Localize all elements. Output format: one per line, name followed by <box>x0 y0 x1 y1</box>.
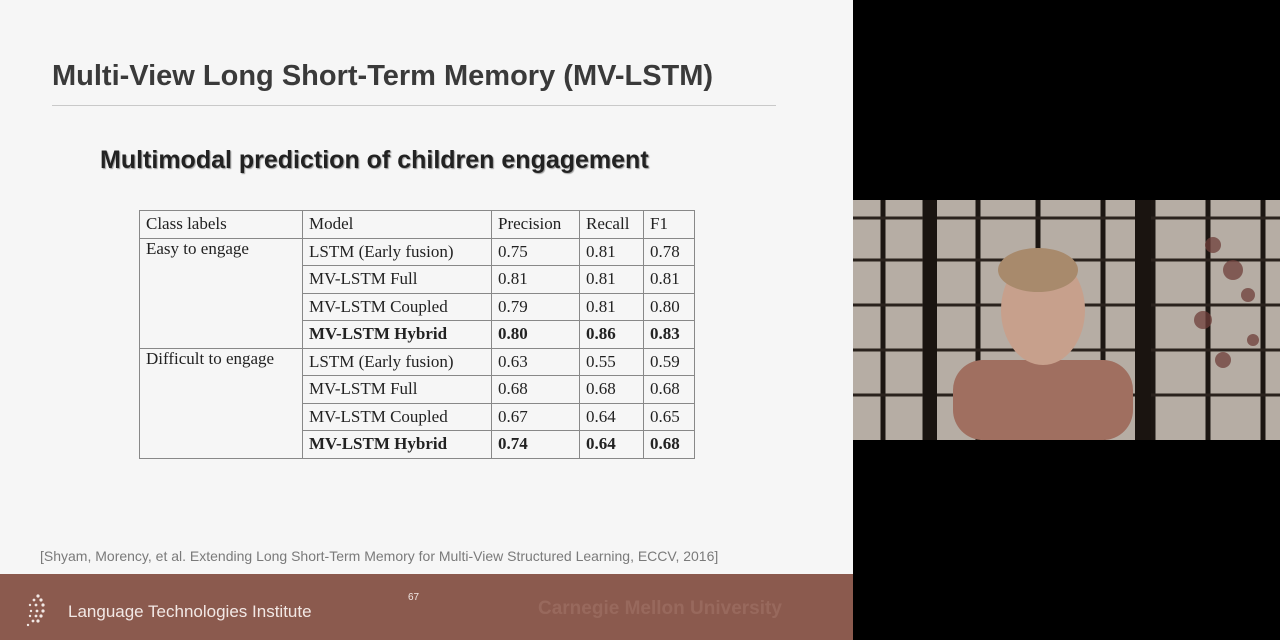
presentation-slide: Multi-View Long Short-Term Memory (MV-LS… <box>0 0 853 640</box>
recall-cell: 0.68 <box>579 375 644 404</box>
precision-cell: 0.68 <box>491 375 580 404</box>
webcam-frame <box>853 200 1280 440</box>
model-cell: MV-LSTM Hybrid <box>302 320 492 349</box>
recall-cell: 0.81 <box>579 292 644 321</box>
header-precision: Precision <box>491 210 580 239</box>
class-label-cell: Difficult to engage <box>139 347 303 376</box>
precision-cell: 0.74 <box>491 430 580 459</box>
header-class-labels: Class labels <box>139 210 303 239</box>
page-number: 67 <box>408 592 420 603</box>
webcam-video <box>853 200 1280 440</box>
f1-cell: 0.81 <box>643 265 695 294</box>
class-label-cell <box>139 265 303 293</box>
model-cell: MV-LSTM Coupled <box>302 402 492 431</box>
precision-cell: 0.75 <box>491 237 580 266</box>
table-row: MV-LSTM Hybrid 0.80 0.86 0.83 <box>139 320 695 349</box>
title-divider <box>52 105 776 106</box>
recall-cell: 0.86 <box>579 320 644 349</box>
f1-cell: 0.68 <box>643 375 695 404</box>
f1-cell: 0.65 <box>643 402 695 431</box>
f1-cell: 0.68 <box>643 430 695 459</box>
university-wordmark: Carnegie Mellon University <box>538 598 782 619</box>
f1-cell: 0.59 <box>643 347 695 376</box>
lti-logo-icon <box>26 594 45 627</box>
table-row: Difficult to engage LSTM (Early fusion) … <box>139 347 695 376</box>
citation: [Shyam, Morency, et al. Extending Long S… <box>40 548 719 564</box>
f1-cell: 0.83 <box>643 320 695 349</box>
model-cell: LSTM (Early fusion) <box>302 347 492 376</box>
f1-cell: 0.78 <box>643 237 695 266</box>
results-table: Class labels Model Precision Recall F1 E… <box>139 210 695 459</box>
class-label-cell: Easy to engage <box>139 237 303 266</box>
slide-footer: Language Technologies Institute 67 Carne… <box>0 574 853 640</box>
recall-cell: 0.81 <box>579 237 644 266</box>
precision-cell: 0.79 <box>491 292 580 321</box>
model-cell: MV-LSTM Full <box>302 265 492 294</box>
header-model: Model <box>302 210 492 239</box>
f1-cell: 0.80 <box>643 292 695 321</box>
precision-cell: 0.67 <box>491 402 580 431</box>
header-recall: Recall <box>579 210 644 239</box>
table-row: MV-LSTM Full 0.68 0.68 0.68 <box>139 375 695 404</box>
header-f1: F1 <box>643 210 695 239</box>
table-header-row: Class labels Model Precision Recall F1 <box>139 210 695 239</box>
table-row: MV-LSTM Coupled 0.79 0.81 0.80 <box>139 292 695 321</box>
model-cell: MV-LSTM Hybrid <box>302 430 492 459</box>
institute-name: Language Technologies Institute <box>68 602 312 621</box>
recall-cell: 0.81 <box>579 265 644 294</box>
model-cell: LSTM (Early fusion) <box>302 237 492 266</box>
table-row: MV-LSTM Hybrid 0.74 0.64 0.68 <box>139 430 695 459</box>
recall-cell: 0.64 <box>579 402 644 431</box>
class-label-cell <box>139 320 303 348</box>
table-row: MV-LSTM Coupled 0.67 0.64 0.65 <box>139 402 695 431</box>
model-cell: MV-LSTM Full <box>302 375 492 404</box>
table-row: MV-LSTM Full 0.81 0.81 0.81 <box>139 265 695 294</box>
slide-subtitle: Multimodal prediction of children engage… <box>100 146 649 174</box>
class-label-cell <box>139 403 303 431</box>
recall-cell: 0.55 <box>579 347 644 376</box>
class-label-cell <box>139 375 303 403</box>
recall-cell: 0.64 <box>579 430 644 459</box>
precision-cell: 0.81 <box>491 265 580 294</box>
precision-cell: 0.63 <box>491 347 580 376</box>
class-label-cell <box>139 430 303 459</box>
model-cell: MV-LSTM Coupled <box>302 292 492 321</box>
table-row: Easy to engage LSTM (Early fusion) 0.75 … <box>139 237 695 266</box>
precision-cell: 0.80 <box>491 320 580 349</box>
slide-title: Multi-View Long Short-Term Memory (MV-LS… <box>52 60 714 92</box>
class-label-cell <box>139 293 303 321</box>
